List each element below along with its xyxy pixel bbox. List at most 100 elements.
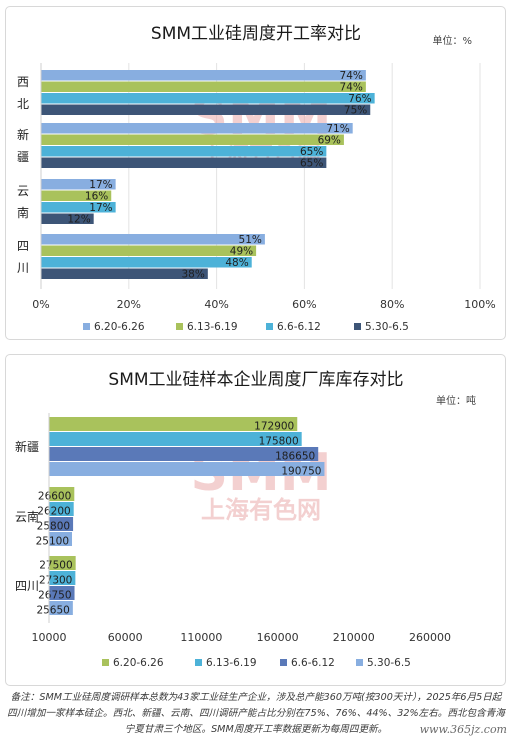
data-label: 25800 bbox=[37, 521, 70, 533]
bar bbox=[49, 432, 302, 446]
bar bbox=[49, 556, 76, 570]
bar bbox=[49, 502, 74, 516]
bar bbox=[41, 179, 116, 190]
legend-swatch bbox=[176, 323, 183, 330]
data-label: 26200 bbox=[37, 506, 70, 518]
legend-swatch bbox=[102, 659, 109, 666]
chart-title: SMM工业硅样本企业周度厂库库存对比 bbox=[108, 370, 403, 390]
tick-label: 80% bbox=[380, 298, 404, 311]
tick-label: 60% bbox=[292, 298, 316, 311]
category-label: 云南 bbox=[15, 509, 39, 524]
bar bbox=[41, 104, 371, 115]
tick-label: 160000 bbox=[257, 631, 299, 644]
tick-label: 10000 bbox=[32, 631, 67, 644]
data-label: 48% bbox=[225, 257, 248, 269]
tick-label: 210000 bbox=[333, 631, 375, 644]
data-label: 26600 bbox=[38, 491, 71, 503]
data-label: 75% bbox=[344, 105, 367, 117]
data-label: 38% bbox=[181, 269, 204, 281]
tick-label: 260000 bbox=[409, 631, 451, 644]
bar bbox=[41, 123, 353, 134]
legend-swatch bbox=[195, 659, 202, 666]
bar bbox=[41, 213, 94, 224]
legend-label: 6.6-6.12 bbox=[277, 321, 321, 333]
legend-label: 6.13-6.19 bbox=[206, 657, 257, 669]
bar bbox=[49, 487, 75, 501]
site-watermark: www.365jz.com bbox=[419, 723, 507, 736]
bar bbox=[41, 190, 112, 201]
data-label: 190750 bbox=[281, 466, 321, 478]
bar bbox=[49, 601, 73, 615]
bar bbox=[49, 462, 325, 476]
tick-label: 20% bbox=[117, 298, 141, 311]
legend-swatch bbox=[354, 323, 361, 330]
bar bbox=[49, 586, 75, 600]
bar bbox=[41, 157, 327, 168]
bar bbox=[41, 70, 366, 81]
legend-label: 5.30-6.5 bbox=[365, 321, 409, 333]
data-label: 26750 bbox=[38, 590, 71, 602]
bar bbox=[41, 245, 257, 256]
category-label: 疆 bbox=[17, 150, 29, 164]
category-label: 川 bbox=[17, 261, 29, 275]
legend-label: 6.13-6.19 bbox=[187, 321, 238, 333]
category-label: 西 bbox=[17, 75, 29, 89]
legend-swatch bbox=[356, 659, 363, 666]
data-label: 12% bbox=[67, 214, 90, 226]
bar bbox=[41, 268, 208, 279]
bar bbox=[41, 146, 327, 157]
unit-label: 单位：% bbox=[432, 34, 472, 47]
legend-label: 6.6-6.12 bbox=[291, 657, 335, 669]
category-label: 南 bbox=[17, 205, 29, 220]
bar bbox=[49, 571, 76, 585]
legend-swatch bbox=[280, 659, 287, 666]
data-label: 27300 bbox=[39, 575, 72, 587]
utilization-chart: SMM工业硅周度开工率对比单位：%SMM上海有色网74%74%76%75%西北7… bbox=[17, 24, 496, 333]
category-label: 新 bbox=[17, 127, 29, 142]
data-label: 175800 bbox=[259, 436, 299, 448]
legend-swatch bbox=[83, 323, 90, 330]
category-label: 新疆 bbox=[15, 439, 39, 454]
bar bbox=[41, 134, 344, 145]
data-label: 65% bbox=[300, 158, 323, 170]
data-label: 25100 bbox=[36, 536, 69, 548]
tick-label: 40% bbox=[204, 298, 228, 311]
legend-swatch bbox=[266, 323, 273, 330]
tick-label: 100% bbox=[464, 298, 495, 311]
data-label: 186650 bbox=[275, 451, 315, 463]
data-label: 49% bbox=[230, 246, 253, 258]
data-label: 51% bbox=[239, 234, 262, 246]
bar bbox=[49, 517, 74, 531]
bar bbox=[49, 447, 319, 461]
data-label: 172900 bbox=[254, 421, 294, 433]
chart-title: SMM工业硅周度开工率对比 bbox=[151, 24, 361, 44]
tick-label: 0% bbox=[32, 298, 49, 311]
bar bbox=[49, 417, 298, 431]
unit-label: 单位：吨 bbox=[436, 394, 476, 407]
category-label: 四 bbox=[17, 239, 29, 253]
category-label: 云 bbox=[17, 184, 29, 198]
data-label: 71% bbox=[326, 123, 349, 135]
data-label: 69% bbox=[318, 135, 341, 147]
utilization-chart-panel: SMM工业硅周度开工率对比单位：%SMM上海有色网74%74%76%75%西北7… bbox=[5, 6, 506, 340]
bar bbox=[41, 234, 265, 245]
data-label: 27500 bbox=[39, 560, 72, 572]
data-label: 74% bbox=[340, 82, 363, 94]
inventory-chart: SMM工业硅样本企业周度厂库库存对比单位：吨SMM上海有色网1729001758… bbox=[15, 370, 476, 669]
bar bbox=[41, 93, 375, 104]
data-label: 25650 bbox=[36, 605, 69, 617]
legend-label: 6.20-6.26 bbox=[94, 321, 145, 333]
footnote: 备注：SMM工业硅周度调研样本总数为43家工业硅生产企业，涉及总产能360万吨(… bbox=[7, 692, 505, 735]
data-label: 17% bbox=[89, 202, 112, 214]
category-label: 北 bbox=[17, 97, 29, 111]
data-label: 16% bbox=[85, 191, 108, 203]
bar bbox=[41, 257, 252, 268]
bar bbox=[41, 202, 116, 213]
smm-watermark-subtext: 上海有色网 bbox=[201, 496, 321, 524]
legend-label: 5.30-6.5 bbox=[367, 657, 411, 669]
inventory-chart-panel: SMM工业硅样本企业周度厂库库存对比单位：吨SMM上海有色网1729001758… bbox=[5, 354, 506, 686]
bar bbox=[49, 532, 73, 546]
data-label: 76% bbox=[348, 93, 371, 105]
data-label: 65% bbox=[300, 146, 323, 158]
category-label: 四川 bbox=[15, 579, 39, 593]
